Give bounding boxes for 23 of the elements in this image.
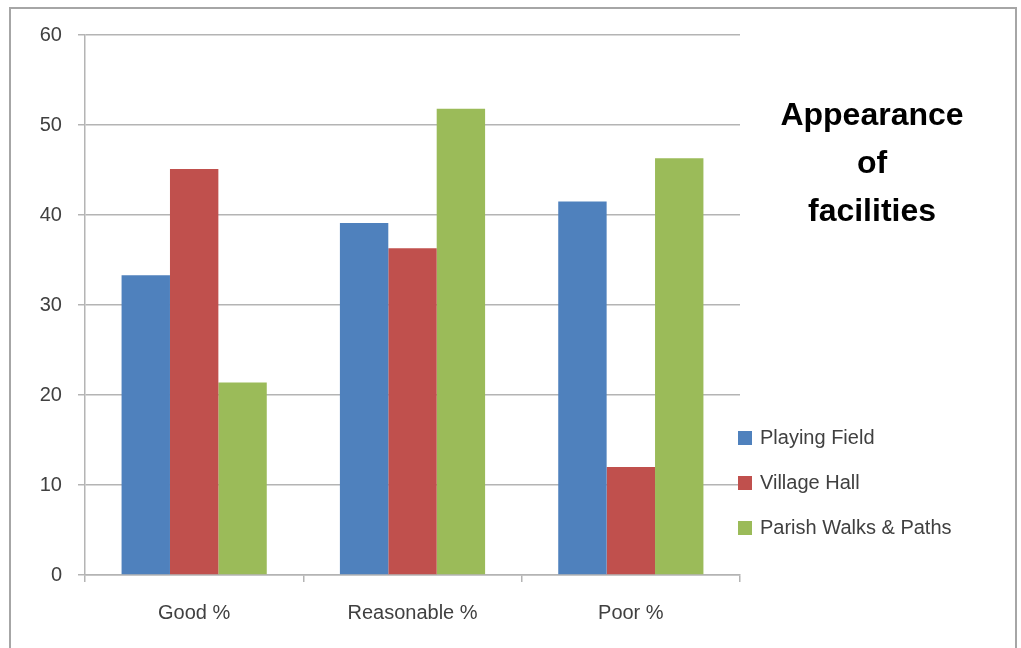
bar	[169, 169, 219, 575]
y-tick-label: 10	[39, 472, 62, 495]
y-tick-label: 40	[39, 202, 62, 225]
bar	[436, 108, 486, 575]
y-tick-label: 60	[39, 22, 62, 45]
bar	[558, 201, 607, 575]
x-tick-label: Reasonable %	[347, 600, 478, 623]
bar	[606, 467, 656, 575]
y-tick-label: 30	[39, 292, 62, 315]
bar	[655, 158, 704, 575]
text: Appearance of facilities	[779, 95, 965, 230]
legend-label: Parish Walks & Paths	[760, 516, 952, 539]
bar	[388, 248, 437, 575]
bar	[339, 223, 389, 575]
x-tick-label: Poor %	[598, 600, 664, 623]
y-tick-label: 20	[39, 382, 62, 405]
x-tick-label: Good %	[158, 600, 231, 623]
legend-label: Village Hall	[760, 471, 860, 494]
y-tick-label: 0	[50, 562, 62, 585]
legend-label: Playing Field	[760, 426, 875, 449]
bar	[121, 275, 170, 575]
y-tick-label: 50	[39, 112, 62, 135]
bar	[218, 382, 267, 575]
